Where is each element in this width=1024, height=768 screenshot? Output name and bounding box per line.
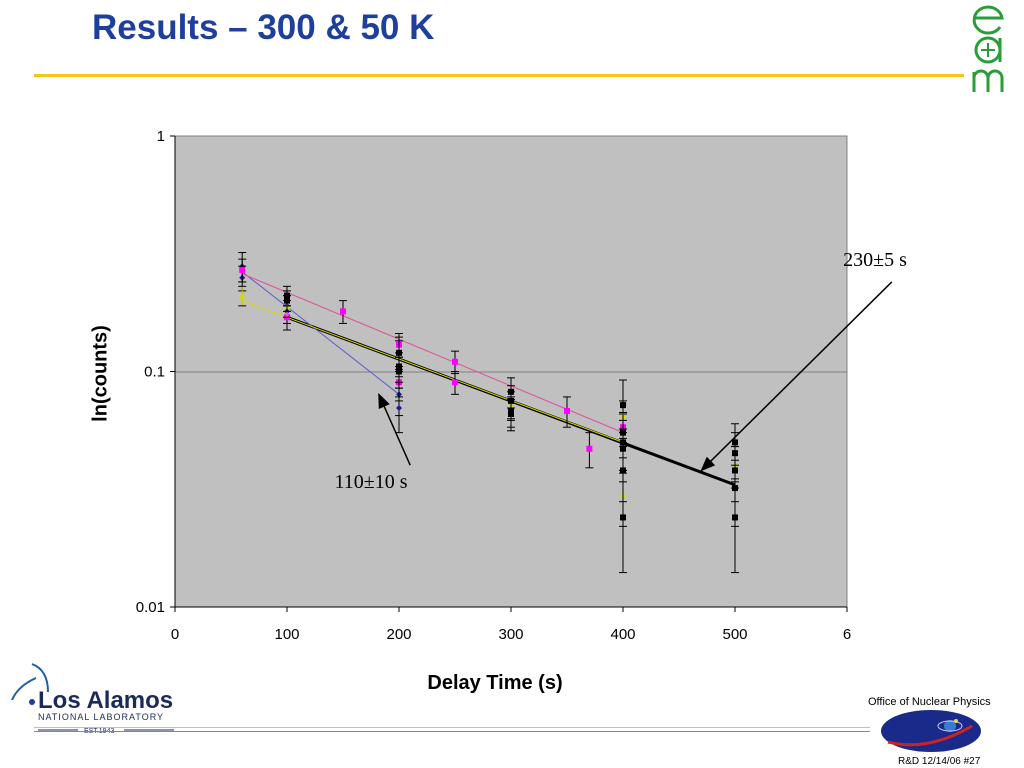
x-tick-label: 100 bbox=[274, 626, 299, 643]
data-point bbox=[620, 402, 626, 409]
data-point bbox=[564, 407, 570, 414]
data-point bbox=[620, 467, 626, 474]
x-tick-label: 300 bbox=[498, 626, 523, 643]
data-point bbox=[340, 308, 346, 315]
data-point bbox=[284, 297, 290, 304]
footer-rule bbox=[34, 731, 870, 732]
lanl-sub: NATIONAL LABORATORY bbox=[38, 712, 164, 722]
data-point bbox=[239, 266, 246, 273]
data-point bbox=[239, 292, 246, 299]
fit-line bbox=[242, 300, 624, 443]
data-point bbox=[452, 358, 458, 365]
data-point bbox=[508, 410, 514, 417]
edm-logo bbox=[972, 5, 1004, 92]
footer-rule-yellow bbox=[34, 727, 870, 728]
fit-line bbox=[241, 271, 400, 395]
slide-title: Results – 300 & 50 K bbox=[92, 8, 435, 47]
x-axis-label: Delay Time (s) bbox=[427, 672, 563, 694]
y-tick-label: 1 bbox=[157, 128, 165, 145]
data-point bbox=[586, 445, 593, 452]
data-point bbox=[620, 514, 626, 521]
data-point bbox=[452, 379, 458, 386]
doe-science-logo bbox=[881, 710, 981, 752]
y-tick-label: 0.01 bbox=[136, 599, 165, 616]
x-tick-label: 500 bbox=[722, 626, 747, 643]
slide-footer: R&D 12/14/06 #27 bbox=[898, 756, 981, 767]
data-point bbox=[396, 404, 402, 411]
data-point bbox=[732, 514, 738, 521]
x-tick-label: 6 bbox=[843, 626, 851, 643]
data-point bbox=[396, 368, 402, 375]
x-tick-label: 200 bbox=[386, 626, 411, 643]
fit-line bbox=[242, 273, 624, 434]
lanl-name: Los Alamos bbox=[38, 687, 173, 714]
annotation-arrow bbox=[378, 392, 411, 466]
y-axis-label: ln(counts) bbox=[89, 325, 112, 422]
office-label: Office of Nuclear Physics bbox=[868, 696, 991, 708]
x-tick-label: 400 bbox=[610, 626, 635, 643]
y-tick-label: 0.1 bbox=[144, 364, 165, 381]
annotation-label: 230±5 s bbox=[843, 249, 907, 271]
x-tick-label: 0 bbox=[171, 626, 179, 643]
annotation-label: 110±10 s bbox=[334, 471, 407, 493]
title-rule bbox=[34, 74, 964, 77]
annotation-arrow bbox=[700, 281, 893, 472]
